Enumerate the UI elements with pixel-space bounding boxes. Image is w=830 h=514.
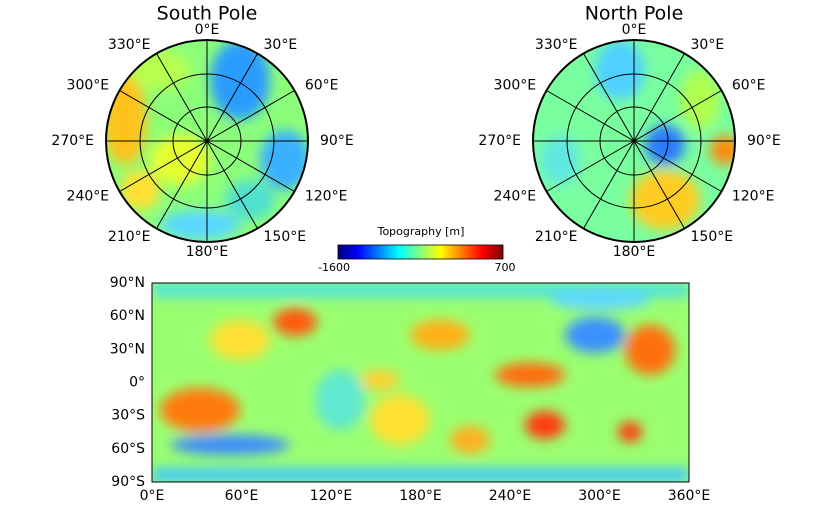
- meridian: [156, 53, 258, 229]
- longitude-label: 120°E: [732, 189, 775, 205]
- longitude-label: 210°E: [535, 229, 578, 245]
- longitude-label: 30°E: [691, 37, 725, 53]
- map-frame: [151, 282, 690, 483]
- colorbar-max: 700: [495, 261, 516, 274]
- longitude-label: 300°E: [494, 78, 537, 94]
- longitude-label: 0°E: [622, 22, 647, 38]
- longitude-label: 240°E: [494, 189, 537, 205]
- longitude-label: 180°E: [186, 244, 229, 260]
- longitude-label: 240°E: [489, 488, 532, 504]
- colorbar-label: Topography [m]: [377, 225, 465, 238]
- global-map: [152, 283, 689, 482]
- colorbar-min: -1600: [318, 261, 350, 274]
- latitude-label: 90°S: [111, 474, 145, 490]
- longitude-label: 180°E: [399, 488, 442, 504]
- longitude-label: 330°E: [535, 37, 578, 53]
- longitude-label: 240°E: [67, 189, 110, 205]
- south-pole-grid: [105, 39, 309, 243]
- south-pole-title: South Pole: [157, 3, 258, 25]
- latitude-label: 30°S: [111, 408, 145, 424]
- longitude-label: 150°E: [691, 229, 734, 245]
- north-pole-grid: [532, 39, 736, 243]
- longitude-label: 120°E: [310, 488, 353, 504]
- longitude-label: 0°E: [140, 488, 165, 504]
- longitude-label: 90°E: [747, 133, 781, 149]
- meridian: [583, 53, 685, 229]
- longitude-label: 270°E: [51, 133, 94, 149]
- longitude-label: 120°E: [305, 189, 348, 205]
- colorbar: [337, 244, 504, 260]
- latitude-label: 0°: [129, 375, 145, 391]
- longitude-label: 300°E: [578, 488, 621, 504]
- longitude-label: 330°E: [108, 37, 151, 53]
- longitude-label: 210°E: [108, 229, 151, 245]
- longitude-label: 60°E: [225, 488, 259, 504]
- longitude-label: 270°E: [478, 133, 521, 149]
- longitude-label: 180°E: [613, 244, 656, 260]
- longitude-label: 0°E: [195, 22, 220, 38]
- north-pole-title: North Pole: [585, 3, 684, 25]
- longitude-label: 60°E: [305, 78, 339, 94]
- latitude-label: 30°N: [110, 341, 145, 357]
- longitude-label: 30°E: [264, 37, 298, 53]
- longitude-label: 90°E: [320, 133, 354, 149]
- latitude-label: 90°N: [110, 275, 145, 291]
- latitude-label: 60°N: [110, 308, 145, 324]
- longitude-label: 360°E: [668, 488, 711, 504]
- longitude-label: 300°E: [67, 78, 110, 94]
- longitude-label: 60°E: [732, 78, 766, 94]
- latitude-label: 60°S: [111, 441, 145, 457]
- longitude-label: 150°E: [264, 229, 307, 245]
